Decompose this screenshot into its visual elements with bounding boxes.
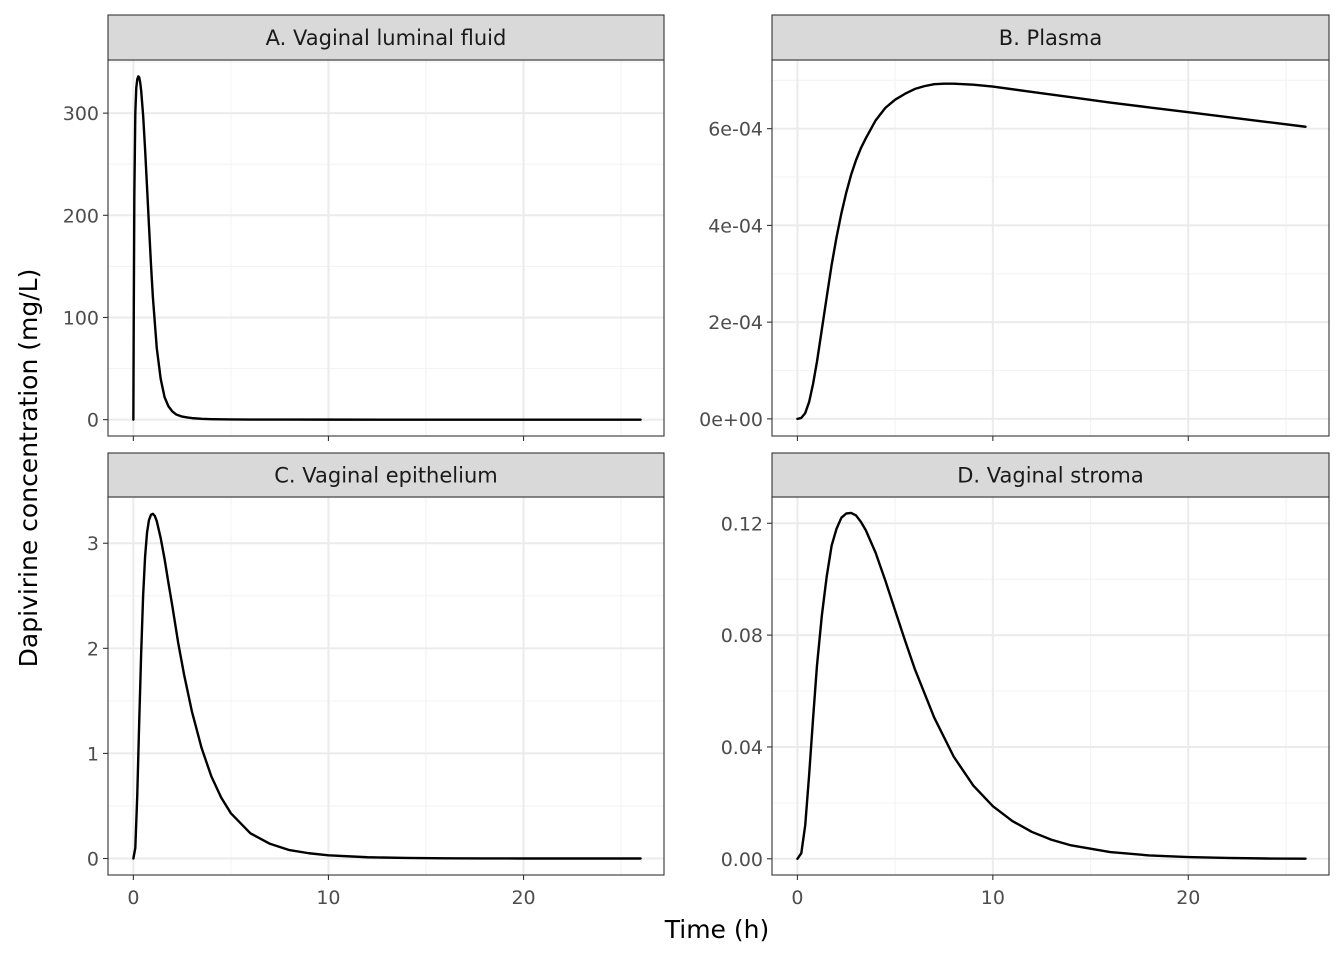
y-tick-label: 0.08 (721, 625, 763, 647)
y-tick-label: 300 (63, 103, 99, 125)
facet-strip-title: B. Plasma (999, 26, 1102, 50)
y-tick-label: 0 (87, 849, 99, 871)
plot-area (772, 497, 1329, 875)
facet-strip (771, 14, 1330, 61)
x-tick-label: 0 (127, 887, 139, 909)
facet-strip-title: C. Vaginal epithelium (274, 464, 497, 488)
y-tick-label: 200 (63, 205, 99, 227)
y-tick-label: 0e+00 (699, 409, 763, 431)
concentration-line (132, 75, 642, 421)
y-tick-label: 3 (87, 533, 99, 555)
facet-panel-3: C. Vaginal epithelium 0 1 2 3 0 10 20 (87, 452, 665, 909)
x-tick-label: 20 (1176, 887, 1200, 909)
y-tick-label: 1 (87, 743, 99, 765)
facet-strip-title: D. Vaginal stroma (957, 464, 1144, 488)
x-tick-label: 20 (511, 887, 535, 909)
x-tick-label: 0 (791, 887, 803, 909)
x-tick-label: 10 (316, 887, 340, 909)
y-tick-label: 6e-04 (708, 119, 763, 141)
y-tick-label: 0.04 (721, 737, 763, 759)
y-tick-label: 0.12 (721, 513, 763, 535)
concentration-line (796, 511, 1307, 860)
facet-strip (771, 452, 1330, 498)
y-tick-label: 0.00 (721, 849, 763, 871)
plot-area (108, 60, 664, 436)
concentration-line (796, 82, 1307, 421)
y-tick-label: 2 (87, 638, 99, 660)
facet-panel-1: A. Vaginal luminal fluid 0 100 200 300 (63, 14, 665, 441)
y-tick-label: 100 (63, 307, 99, 329)
y-tick-label: 0 (87, 410, 99, 432)
y-axis-title: Dapivirine concentration (mg/L) (14, 269, 43, 668)
concentration-line (132, 512, 642, 860)
y-tick-label: 4e-04 (708, 215, 763, 237)
facet-strip-title: A. Vaginal luminal fluid (266, 26, 507, 50)
facet-strip (107, 14, 665, 61)
facet-panel-2: B. Plasma 0e+00 2e-04 4e-04 6e-04 (699, 14, 1330, 441)
facet-strip (107, 452, 665, 498)
x-axis-title: Time (h) (664, 915, 769, 944)
plot-area (772, 60, 1329, 436)
x-tick-label: 10 (981, 887, 1005, 909)
plot-area (108, 497, 664, 875)
facet-panel-4: D. Vaginal stroma 0.00 0.04 0.08 0.12 0 10 20 (721, 452, 1330, 909)
y-tick-label: 2e-04 (708, 312, 763, 334)
